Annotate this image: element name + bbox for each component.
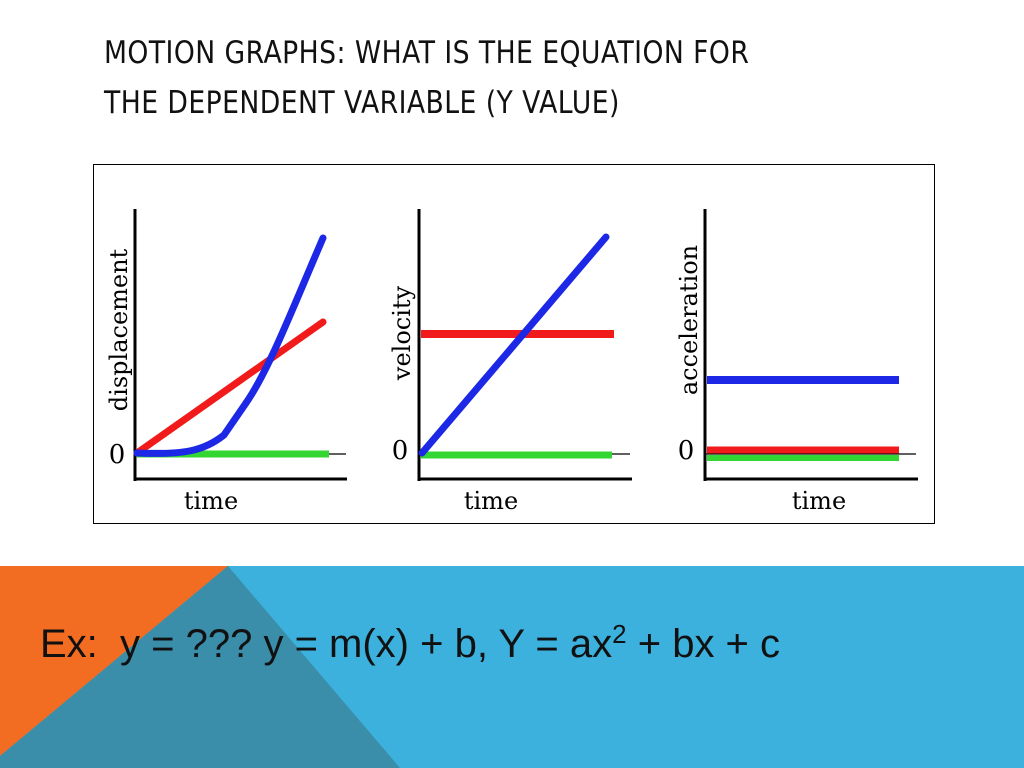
title-line-2: THE DEPENDENT VARIABLE (Y VALUE) — [104, 85, 620, 121]
acceleration-x-label: time — [792, 487, 846, 515]
equation-text-start: Ex: y = ??? y = m(x) + b, Y = ax — [40, 622, 613, 666]
displacement-y-label: displacement — [105, 248, 133, 411]
acceleration-zero-label: 0 — [678, 436, 695, 466]
title-line-1: MOTION GRAPHS: WHAT IS THE EQUATION FOR — [104, 35, 750, 71]
slide-title: MOTION GRAPHS: WHAT IS THE EQUATION FOR … — [104, 28, 844, 128]
velocity-zero-label: 0 — [392, 436, 409, 466]
displacement-zero-label: 0 — [109, 440, 126, 470]
banner-shapes — [0, 566, 1024, 768]
motion-graphs-svg: 0 displacement time 0 velocity time 0 ac… — [105, 209, 918, 515]
displacement-graph: 0 displacement time — [105, 209, 347, 515]
acceleration-graph: 0 acceleration time — [675, 209, 918, 515]
displacement-x-label: time — [184, 487, 238, 515]
velocity-graph: 0 velocity time — [388, 209, 632, 515]
displacement-blue-curve — [133, 234, 327, 457]
banner-teal-triangle — [0, 566, 400, 768]
acceleration-y-label: acceleration — [675, 245, 703, 395]
example-equation: Ex: y = ??? y = m(x) + b, Y = ax2 + bx +… — [40, 619, 781, 667]
equation-exponent: 2 — [612, 619, 627, 649]
velocity-y-label: velocity — [388, 285, 416, 381]
footer-banner — [0, 566, 1024, 768]
equation-text-end: + bx + c — [626, 622, 781, 666]
motion-graphs-figure: 0 displacement time 0 velocity time 0 ac… — [93, 164, 935, 524]
velocity-blue-line — [418, 233, 610, 457]
velocity-x-label: time — [464, 487, 518, 515]
displacement-red-line — [133, 318, 327, 457]
